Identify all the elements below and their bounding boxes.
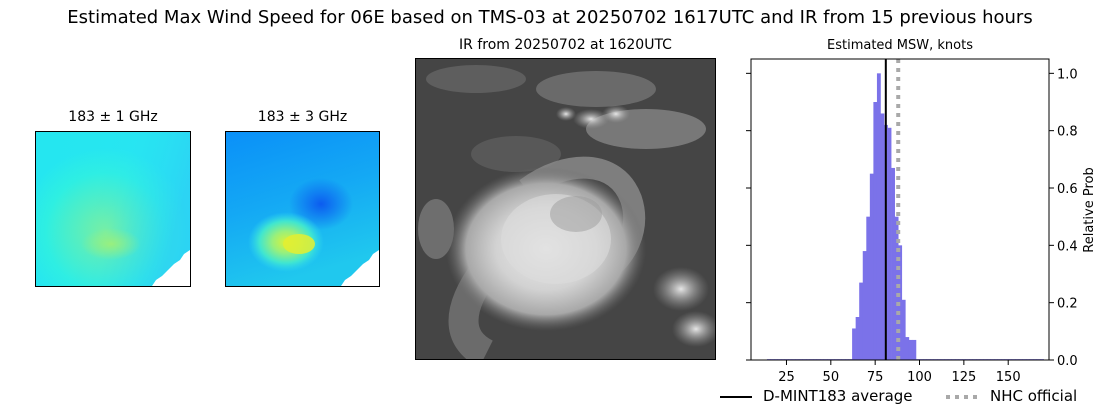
y-tick-label: 0.6 <box>1057 182 1078 197</box>
nhc-legend-label: NHC official <box>990 387 1078 405</box>
histogram-bar-39 <box>905 337 910 360</box>
y-tick-label: 0.4 <box>1057 239 1078 254</box>
nhc-legend-swatch <box>946 395 978 399</box>
mw3-image-graphic <box>226 132 379 286</box>
plot-frame <box>750 58 1050 361</box>
x-tick-label: 50 <box>823 370 840 385</box>
histogram-bar-28 <box>866 216 871 360</box>
x-tick-label: 150 <box>996 370 1021 385</box>
ir-image <box>415 58 716 360</box>
y-tick-label: 0.0 <box>1057 354 1078 369</box>
histogram-bar-29 <box>869 173 874 360</box>
x-tick-label: 75 <box>867 370 884 385</box>
y-tick-label: 0.2 <box>1057 297 1078 312</box>
histogram-bar-30 <box>873 102 878 360</box>
y-axis-label: Relative Prob <box>1082 167 1097 252</box>
mw3-title: 183 ± 3 GHz <box>257 109 348 125</box>
dmint-legend-label: D-MINT183 average <box>763 387 913 405</box>
x-tick-label: 125 <box>951 370 976 385</box>
mw3-image <box>225 131 380 287</box>
histogram-bar-24 <box>852 328 856 360</box>
histogram-bar-40 <box>908 339 913 360</box>
figure-title: Estimated Max Wind Speed for 06E based o… <box>67 7 1033 28</box>
y-tick-label: 0.8 <box>1057 125 1078 140</box>
x-tick-label: 25 <box>778 370 795 385</box>
dmint-legend-swatch <box>720 396 752 398</box>
mw1-title: 183 ± 1 GHz <box>68 109 158 125</box>
histogram-bar-41 <box>912 339 917 360</box>
mw1-image <box>35 131 191 287</box>
ir-image-graphic <box>416 59 715 359</box>
histogram-bar-26 <box>859 282 864 360</box>
histogram-bar-35 <box>891 167 895 360</box>
msw-histogram: 25 50 75 100 125 150 0.0 0.2 0.4 0.6 0.8 1.0 Relat… <box>746 58 1097 385</box>
histogram-bar-36 <box>894 216 899 360</box>
x-tick-label: 100 <box>907 370 932 385</box>
histogram-bar-25 <box>855 317 860 360</box>
mw1-image-graphic <box>36 132 190 286</box>
histogram-bar-34 <box>887 127 892 360</box>
ir-title: IR from 20250702 at 1620UTC <box>459 37 672 53</box>
y-tick-label: 1.0 <box>1057 67 1078 82</box>
histogram-bar-32 <box>880 113 885 360</box>
histogram-bar-38 <box>901 299 906 360</box>
histogram-bar-31 <box>876 73 881 360</box>
histogram-bar-27 <box>862 251 867 360</box>
hist-title: Estimated MSW, knots <box>827 38 973 53</box>
